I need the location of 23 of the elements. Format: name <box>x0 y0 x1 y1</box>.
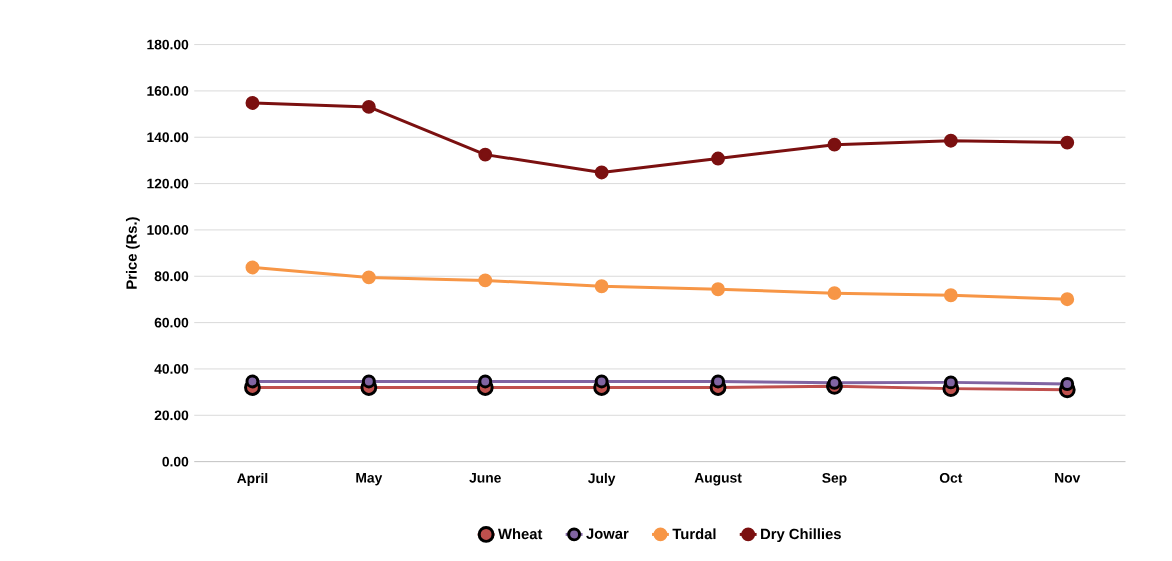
x-tick-label: July <box>588 473 616 487</box>
y-tick-label: 100.00 <box>147 225 189 235</box>
y-tick-label: 0.00 <box>162 456 189 467</box>
y-tick-label: 20.00 <box>154 410 189 421</box>
x-tick-label: June <box>469 473 501 483</box>
y-tick-label: 80.00 <box>154 271 189 282</box>
legend-label: Wheat <box>498 528 543 540</box>
y-tick-label: 40.00 <box>154 364 189 374</box>
legend-label: Turdal <box>672 528 716 540</box>
x-tick-label: May <box>356 473 383 486</box>
x-tick-label: April <box>237 473 268 487</box>
y-tick-label: 120.00 <box>147 178 189 189</box>
y-tick-label: 160.00 <box>147 86 189 96</box>
x-tick-label: Nov <box>1055 473 1081 483</box>
y-axis-title: Price (Rs.) <box>125 217 140 289</box>
x-tick-label: Oct <box>939 473 963 483</box>
x-tick-label: Sep <box>822 473 847 486</box>
y-tick-label: 60.00 <box>154 317 189 328</box>
legend-label: Jowar <box>586 528 629 540</box>
legend-label: Dry Chillies <box>761 528 841 543</box>
y-tick-label: 140.00 <box>147 132 189 143</box>
y-tick-label: 180.00 <box>147 39 189 50</box>
x-tick-label: August <box>694 473 742 486</box>
